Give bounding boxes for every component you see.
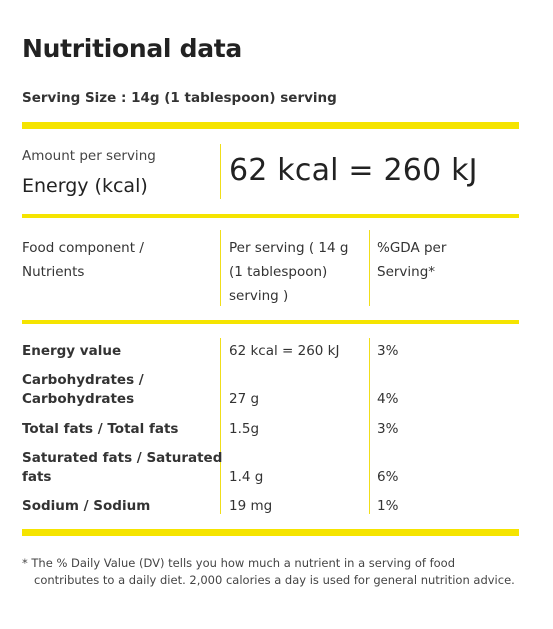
header-component-line: Food component / <box>22 240 144 256</box>
header-gda: %GDA per Serving* <box>377 236 446 284</box>
header-per-serving-line: serving ) <box>229 288 289 304</box>
table-row-sodium-gda: 1% <box>377 498 399 514</box>
table-row-total-fats-per-serving: 1.5g <box>229 421 260 437</box>
header-per-serving-line: (1 tablespoon) <box>229 264 328 280</box>
divider-header <box>22 320 519 324</box>
header-divider-1 <box>220 230 221 306</box>
table-row-total-fats-name: Total fats / Total fats <box>22 420 178 439</box>
table-row-carbohydrates-per-serving: 27 g <box>229 391 260 407</box>
page-title: Nutritional data <box>22 34 242 63</box>
header-per-serving: Per serving ( 14 g (1 tablespoon) servin… <box>229 236 348 308</box>
row-name-line: Total fats / Total fats <box>22 421 179 437</box>
row-name-line: Energy value <box>22 343 122 359</box>
header-component: Food component / Nutrients <box>22 236 144 284</box>
serving-size: Serving Size : 14g (1 tablespoon) servin… <box>22 90 337 106</box>
row-name-line: Carbohydrates / <box>22 372 144 388</box>
header-gda-line: %GDA per <box>377 240 447 256</box>
table-row-saturated-fats-name: Saturated fats / Saturated fats <box>22 449 222 487</box>
table-row-saturated-fats-per-serving: 1.4 g <box>229 469 264 485</box>
table-row-sodium-name: Sodium / Sodium <box>22 497 150 516</box>
body-divider-2 <box>369 338 370 514</box>
row-name-line: Sodium / Sodium <box>22 498 151 514</box>
energy-value: 62 kcal = 260 kJ <box>229 153 478 188</box>
row-name-line: fats <box>22 469 52 485</box>
header-divider-2 <box>369 230 370 306</box>
divider-energy <box>22 214 519 218</box>
table-row-carbohydrates-name: Carbohydrates / Carbohydrates <box>22 371 144 409</box>
divider-top <box>22 122 519 129</box>
header-component-line: Nutrients <box>22 264 85 280</box>
table-row-carbohydrates-gda: 4% <box>377 391 399 407</box>
footnote-text: * The % Daily Value (DV) tells you how m… <box>22 556 515 587</box>
body-divider-1 <box>220 338 221 514</box>
table-row-total-fats-gda: 3% <box>377 421 399 437</box>
footnote: * The % Daily Value (DV) tells you how m… <box>22 555 522 589</box>
table-row-energy-name: Energy value <box>22 342 121 361</box>
header-per-serving-line: Per serving ( 14 g <box>229 240 349 256</box>
energy-label: Energy (kcal) <box>22 175 148 197</box>
divider-bottom <box>22 529 519 536</box>
row-name-line: Saturated fats / Saturated <box>22 450 223 466</box>
row-name-line: Carbohydrates <box>22 391 135 407</box>
header-gda-line: Serving* <box>377 264 436 280</box>
table-row-energy-gda: 3% <box>377 343 399 359</box>
table-row-sodium-per-serving: 19 mg <box>229 498 273 514</box>
amount-per-serving-label: Amount per serving <box>22 148 156 164</box>
table-row-energy-per-serving: 62 kcal = 260 kJ <box>229 343 340 359</box>
energy-divider <box>220 144 221 199</box>
table-row-saturated-fats-gda: 6% <box>377 469 399 485</box>
